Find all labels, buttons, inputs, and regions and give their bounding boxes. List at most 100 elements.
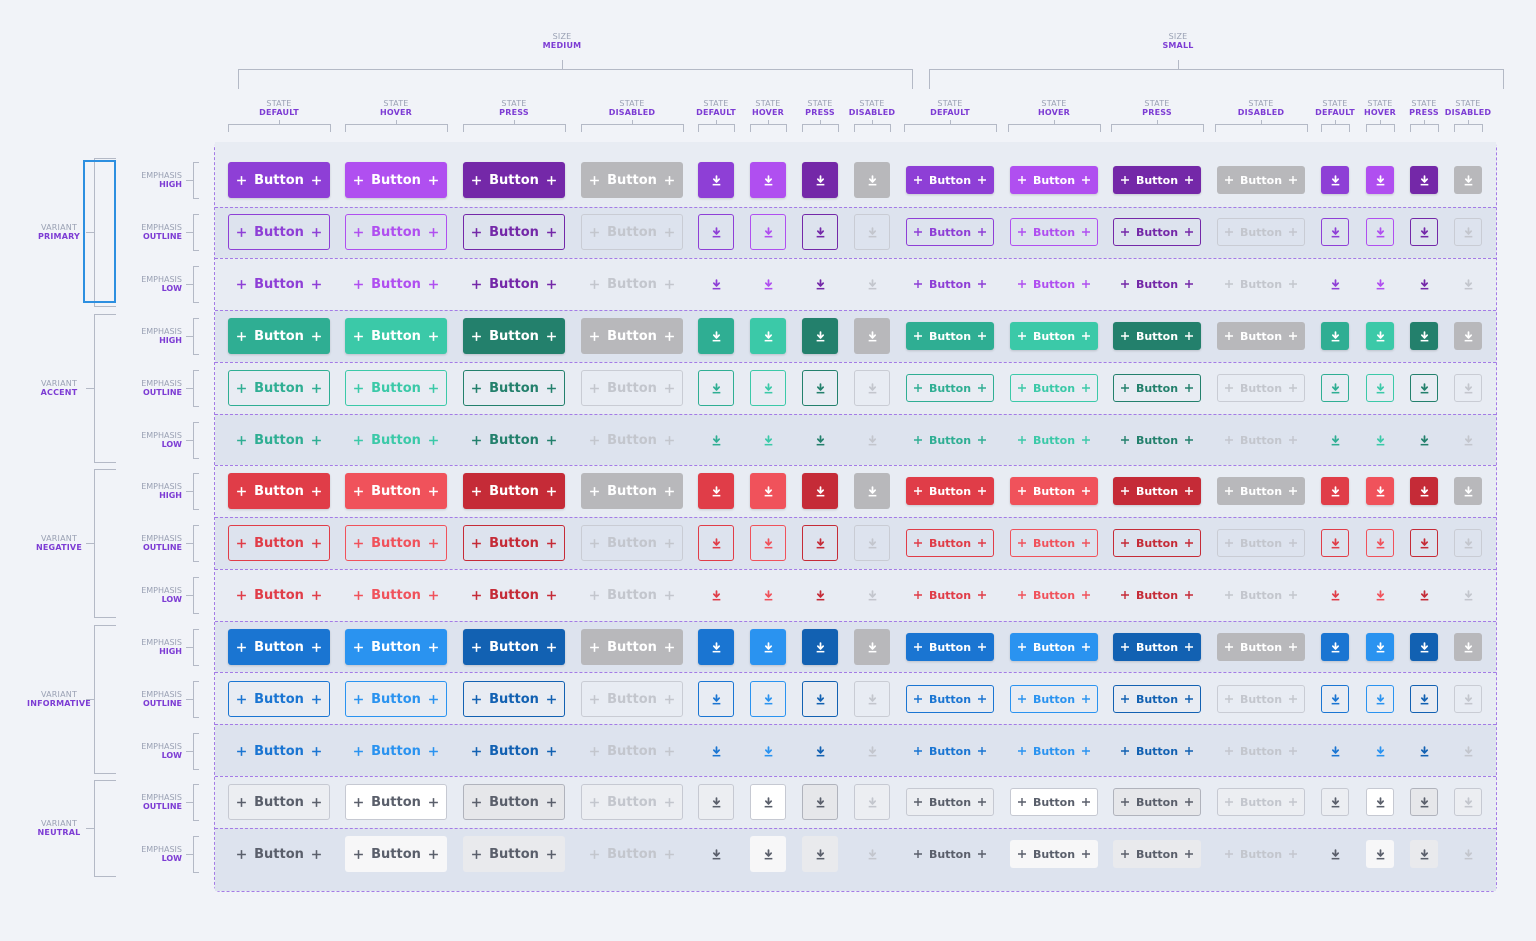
button[interactable]: Button [345,370,447,406]
icon-button[interactable] [1321,840,1349,868]
icon-button[interactable] [698,422,734,458]
button[interactable]: Button [228,162,330,198]
button[interactable]: Button [1113,477,1201,505]
icon-button[interactable] [802,681,838,717]
button[interactable]: Button [463,784,565,820]
button[interactable]: Button [906,788,994,816]
button[interactable]: Button [463,370,565,406]
icon-button[interactable] [698,266,734,302]
button[interactable]: Button [906,685,994,713]
icon-button[interactable] [750,370,786,406]
button[interactable]: Button [906,581,994,609]
icon-button[interactable] [1410,166,1438,194]
button[interactable]: Button [1113,426,1201,454]
button[interactable]: Button [906,426,994,454]
icon-button[interactable] [802,318,838,354]
icon-button[interactable] [1410,270,1438,298]
button[interactable]: Button [1010,218,1098,246]
button[interactable]: Button [345,318,447,354]
icon-button[interactable] [1366,840,1394,868]
button[interactable]: Button [1010,477,1098,505]
button[interactable]: Button [906,737,994,765]
button[interactable]: Button [463,214,565,250]
icon-button[interactable] [802,162,838,198]
icon-button[interactable] [1410,840,1438,868]
icon-button[interactable] [1366,477,1394,505]
icon-button[interactable] [750,681,786,717]
icon-button[interactable] [802,836,838,872]
icon-button[interactable] [750,214,786,250]
button[interactable]: Button [1010,788,1098,816]
icon-button[interactable] [1321,322,1349,350]
icon-button[interactable] [1321,426,1349,454]
icon-button[interactable] [802,473,838,509]
button[interactable]: Button [1113,685,1201,713]
button[interactable]: Button [906,633,994,661]
icon-button[interactable] [802,784,838,820]
button[interactable]: Button [1010,374,1098,402]
icon-button[interactable] [698,318,734,354]
icon-button[interactable] [1410,685,1438,713]
icon-button[interactable] [698,836,734,872]
icon-button[interactable] [698,525,734,561]
button[interactable]: Button [1010,529,1098,557]
icon-button[interactable] [802,629,838,665]
icon-button[interactable] [1321,581,1349,609]
icon-button[interactable] [1410,529,1438,557]
button[interactable]: Button [1113,529,1201,557]
button[interactable]: Button [345,577,447,613]
icon-button[interactable] [1366,737,1394,765]
button[interactable]: Button [463,318,565,354]
icon-button[interactable] [1321,633,1349,661]
button[interactable]: Button [1010,581,1098,609]
button[interactable]: Button [345,422,447,458]
button[interactable]: Button [1010,322,1098,350]
icon-button[interactable] [1366,322,1394,350]
button[interactable]: Button [463,525,565,561]
button[interactable]: Button [345,525,447,561]
icon-button[interactable] [802,525,838,561]
button[interactable]: Button [228,681,330,717]
button[interactable]: Button [345,214,447,250]
button[interactable]: Button [228,214,330,250]
icon-button[interactable] [750,733,786,769]
button[interactable]: Button [345,162,447,198]
icon-button[interactable] [1366,426,1394,454]
icon-button[interactable] [1366,581,1394,609]
icon-button[interactable] [1366,270,1394,298]
button[interactable]: Button [1010,685,1098,713]
icon-button[interactable] [698,733,734,769]
icon-button[interactable] [1410,633,1438,661]
button[interactable]: Button [1010,166,1098,194]
icon-button[interactable] [1410,737,1438,765]
icon-button[interactable] [802,370,838,406]
icon-button[interactable] [1321,374,1349,402]
button[interactable]: Button [463,577,565,613]
button[interactable]: Button [345,266,447,302]
icon-button[interactable] [698,629,734,665]
icon-button[interactable] [1321,529,1349,557]
button[interactable]: Button [1113,374,1201,402]
icon-button[interactable] [802,733,838,769]
button[interactable]: Button [906,270,994,298]
icon-button[interactable] [698,577,734,613]
button[interactable]: Button [345,733,447,769]
icon-button[interactable] [1321,270,1349,298]
icon-button[interactable] [750,525,786,561]
button[interactable]: Button [463,681,565,717]
button[interactable]: Button [1113,322,1201,350]
icon-button[interactable] [1366,218,1394,246]
icon-button[interactable] [1321,788,1349,816]
icon-button[interactable] [1410,218,1438,246]
icon-button[interactable] [750,162,786,198]
icon-button[interactable] [750,422,786,458]
button[interactable]: Button [228,422,330,458]
button[interactable]: Button [463,473,565,509]
button[interactable]: Button [1113,218,1201,246]
icon-button[interactable] [1410,477,1438,505]
button[interactable]: Button [228,577,330,613]
icon-button[interactable] [750,266,786,302]
button[interactable]: Button [463,629,565,665]
icon-button[interactable] [750,473,786,509]
icon-button[interactable] [750,318,786,354]
